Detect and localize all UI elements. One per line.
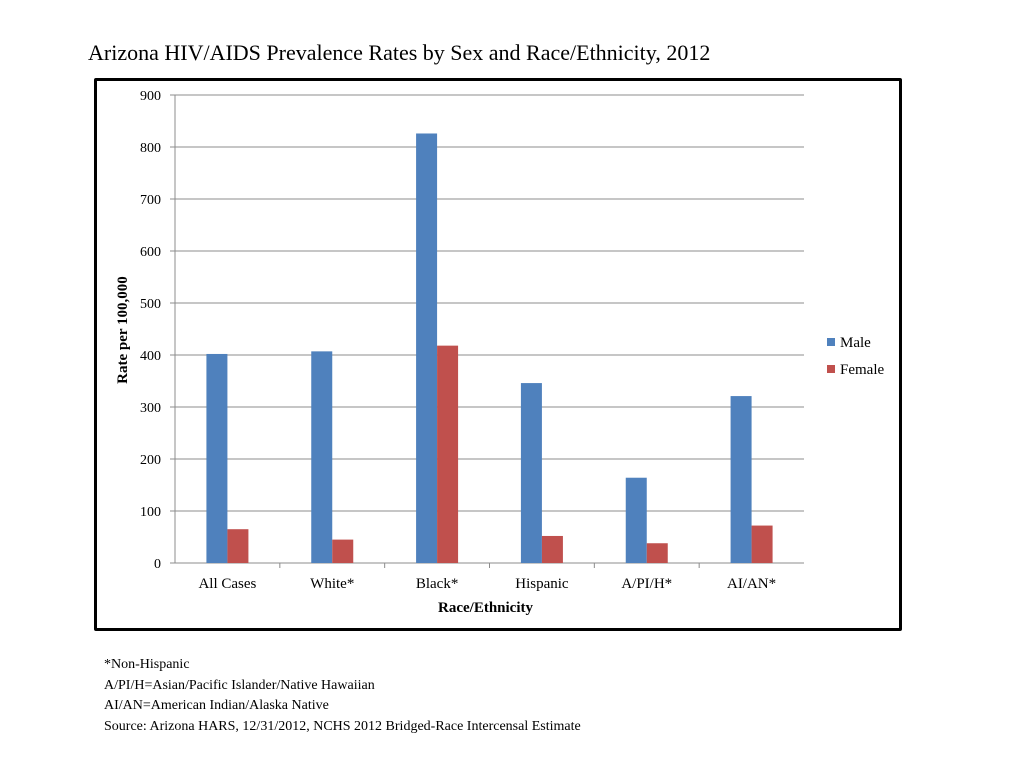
chart-frame (94, 78, 902, 631)
x-tick-label: A/PI/H* (621, 576, 672, 592)
bar-female (751, 525, 773, 563)
legend-label-female: Female (840, 362, 884, 378)
legend-swatch-female (827, 365, 835, 373)
y-tick-label: 600 (140, 245, 161, 260)
y-tick-label: 400 (140, 349, 161, 364)
x-tick-label: Hispanic (515, 576, 569, 592)
bar-male (311, 351, 333, 563)
bar-male (730, 396, 752, 563)
bar-female (227, 529, 249, 563)
y-tick-label: 700 (140, 193, 161, 208)
footnote-apih: A/PI/H=Asian/Pacific Islander/Native Haw… (104, 677, 375, 693)
y-tick-label: 0 (154, 557, 161, 572)
bar-female (646, 543, 668, 563)
y-tick-label: 900 (140, 89, 161, 104)
y-tick-label: 200 (140, 453, 161, 468)
x-tick-label: Black* (416, 576, 459, 592)
y-tick-label: 800 (140, 141, 161, 156)
y-tick-label: 500 (140, 297, 161, 312)
legend-swatch-male (827, 338, 835, 346)
footnote-non-hispanic: *Non-Hispanic (104, 657, 190, 672)
bar-male (625, 477, 647, 563)
page-title: Arizona HIV/AIDS Prevalence Rates by Sex… (88, 40, 711, 65)
footnote-aian: AI/AN=American Indian/Alaska Native (104, 698, 329, 713)
x-axis-title: Race/Ethnicity (438, 600, 533, 616)
bar-female (541, 535, 563, 563)
bar-male (206, 353, 228, 563)
legend-label-male: Male (840, 335, 871, 351)
x-tick-label: All Cases (198, 576, 256, 592)
bar-male (520, 383, 542, 563)
y-axis-title: Rate per 100,000 (115, 276, 131, 384)
bar-male (416, 133, 438, 564)
x-tick-label: AI/AN* (727, 576, 776, 592)
footnote-source: Source: Arizona HARS, 12/31/2012, NCHS 2… (104, 718, 581, 734)
x-tick-label: White* (310, 576, 354, 592)
bar-female (332, 539, 354, 563)
footnotes: *Non-Hispanic A/PI/H=Asian/Pacific Islan… (104, 655, 581, 737)
y-tick-label: 100 (140, 505, 161, 520)
bar-female (437, 345, 459, 563)
y-tick-label: 300 (140, 401, 161, 416)
